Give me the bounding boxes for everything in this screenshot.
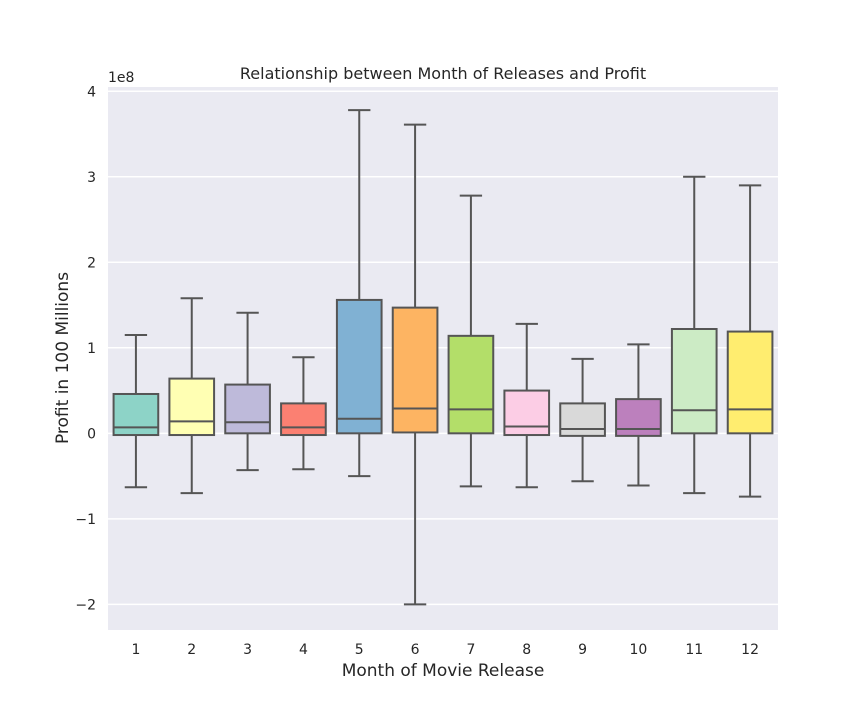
x-tick-label: 7 — [466, 642, 475, 658]
box-iqr — [447, 334, 495, 435]
box-month-3 — [224, 311, 271, 472]
box-month-11 — [670, 175, 718, 495]
y-tick-label: −2 — [75, 597, 96, 613]
y-tick-label: 4 — [87, 84, 96, 100]
box-iqr — [335, 298, 383, 435]
x-tick-label: 1 — [131, 642, 140, 658]
box-month-2 — [168, 297, 216, 495]
box-iqr — [670, 327, 718, 435]
box-month-12 — [726, 184, 774, 498]
box-iqr — [280, 402, 327, 437]
box-month-1 — [112, 333, 160, 489]
box-iqr — [168, 377, 216, 437]
x-tick-label: 4 — [299, 642, 308, 658]
box-month-9 — [559, 357, 606, 483]
x-tick-label: 6 — [411, 642, 420, 658]
chart-title: Relationship between Month of Releases a… — [240, 64, 646, 83]
x-tick-label: 5 — [355, 642, 364, 658]
box-month-7 — [447, 194, 495, 488]
x-tick-label: 12 — [741, 642, 759, 658]
x-tick-label: 2 — [187, 642, 196, 658]
grid-lines — [108, 90, 778, 606]
box-iqr — [615, 398, 662, 437]
box-iqr — [503, 389, 551, 437]
box-month-10 — [615, 343, 662, 487]
x-tick-label: 9 — [578, 642, 587, 658]
box-month-4 — [280, 356, 327, 471]
box-month-5 — [335, 109, 383, 478]
x-tick-label: 10 — [630, 642, 648, 658]
y-tick-label: 0 — [87, 426, 96, 442]
x-tick-label: 8 — [522, 642, 531, 658]
y-tick-label: 3 — [87, 170, 96, 186]
boxes — [112, 109, 774, 606]
box-iqr — [391, 306, 439, 434]
y-offset-label: 1e8 — [108, 70, 134, 86]
x-axis-label: Month of Movie Release — [342, 661, 545, 681]
box-month-8 — [503, 322, 551, 489]
y-axis-label: Profit in 100 Millions — [53, 272, 73, 444]
box-iqr — [112, 392, 160, 437]
y-tick-label: −1 — [75, 512, 96, 528]
box-iqr — [224, 383, 271, 435]
box-month-6 — [391, 123, 439, 606]
x-tick-label: 11 — [685, 642, 703, 658]
box-iqr — [559, 402, 606, 437]
x-tick-label: 3 — [243, 642, 252, 658]
box-iqr — [726, 330, 774, 435]
y-tick-labels: −2 −1 0 1 2 3 4 — [75, 84, 96, 613]
y-tick-label: 2 — [87, 255, 96, 271]
x-tick-labels: 1 2 3 4 5 6 7 8 9 10 11 12 — [131, 642, 759, 658]
y-tick-label: 1 — [87, 341, 96, 357]
